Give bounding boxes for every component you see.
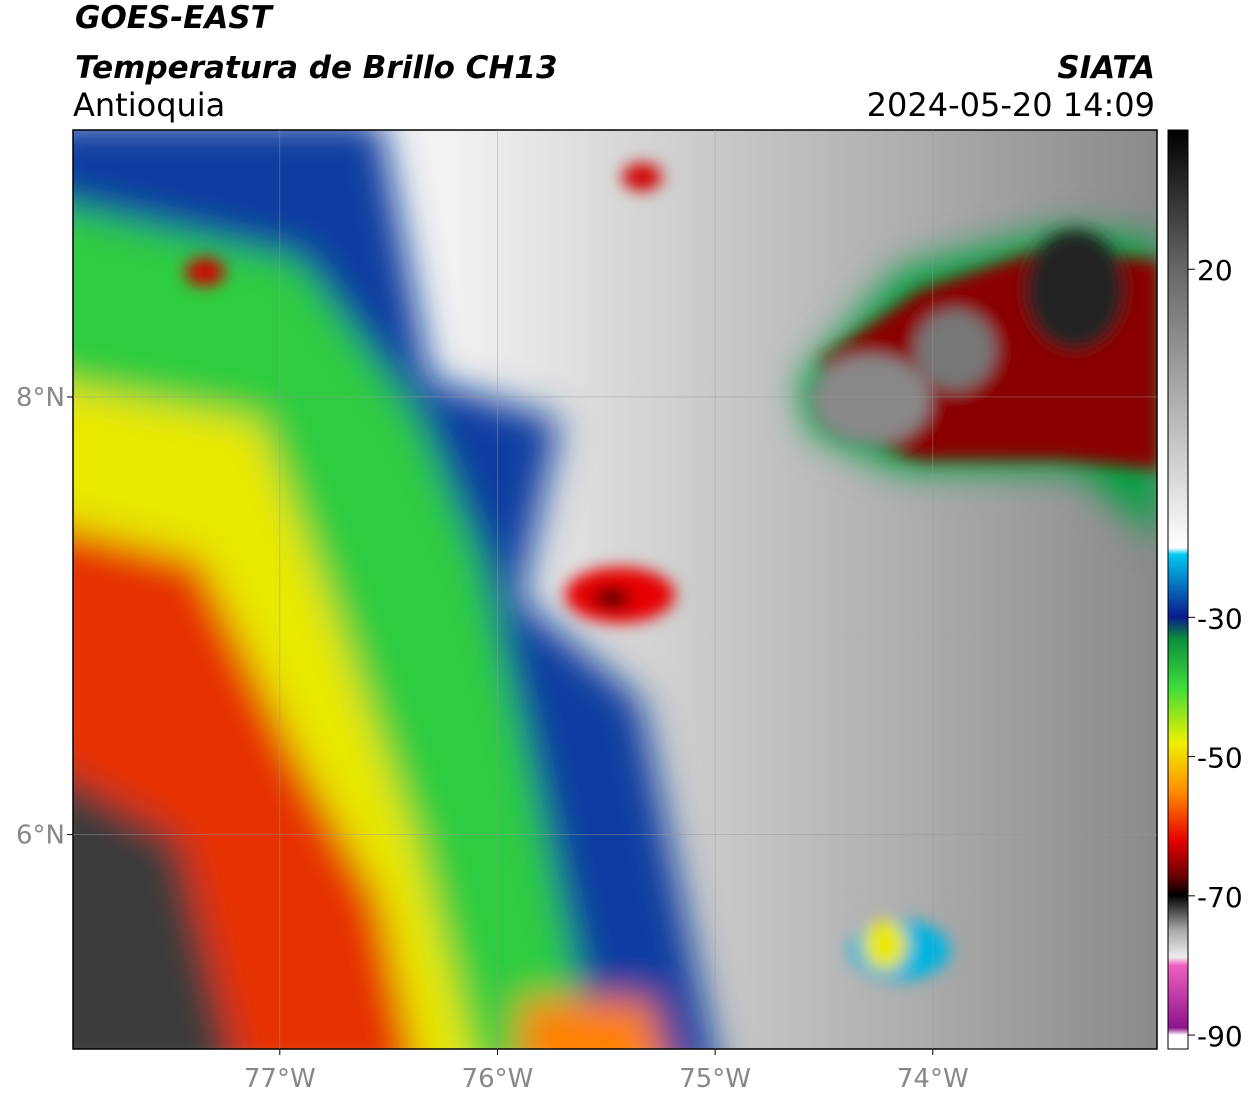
lat-tick-label: 6°N — [16, 821, 65, 851]
colorbar-tick-label: -90 — [1197, 1020, 1243, 1053]
lon-tick-label: 76°W — [462, 1064, 534, 1094]
lon-tick-label: 75°W — [679, 1064, 751, 1094]
colorbar-tick-label: 20 — [1197, 254, 1233, 287]
colorbar-tick-label: -70 — [1197, 881, 1243, 914]
lat-tick-label: 8°N — [16, 383, 65, 413]
source: SIATA — [1057, 50, 1155, 86]
colorbar-tick-label: -50 — [1197, 742, 1243, 775]
lon-tick-label: 77°W — [244, 1064, 316, 1094]
subtitle: Temperatura de Brillo CH13 — [75, 50, 558, 86]
colorbar-tick-label: -30 — [1197, 602, 1243, 635]
region: Antioquia — [73, 86, 225, 124]
colorbar — [1167, 129, 1189, 1050]
datetime: 2024-05-20 14:09 — [867, 86, 1155, 124]
map-frame — [72, 129, 1158, 1050]
imagery — [73, 130, 1157, 1049]
title: GOES-EAST — [75, 0, 275, 36]
lon-tick-label: 74°W — [897, 1064, 969, 1094]
